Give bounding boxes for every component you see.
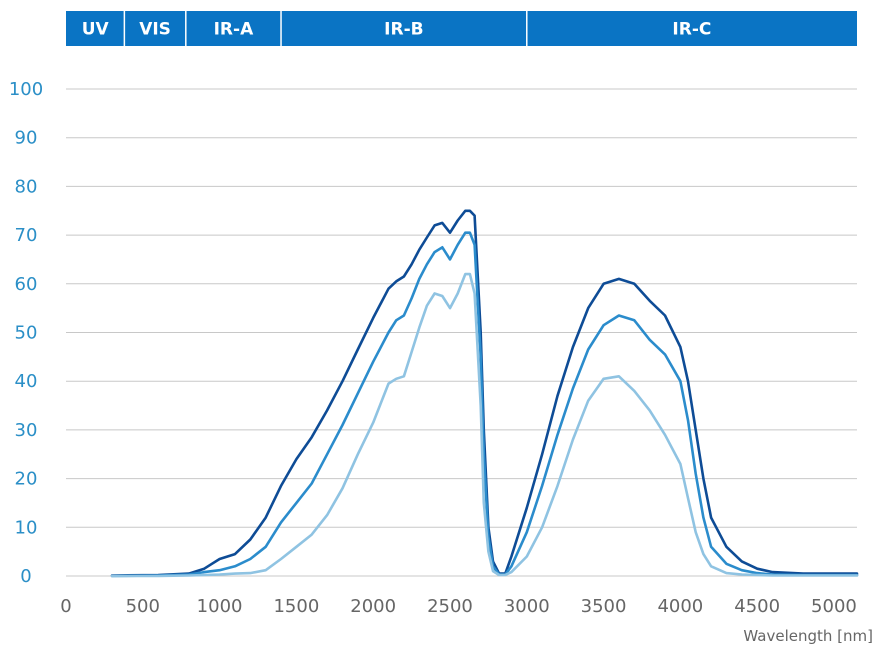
spectral-band-header: UV VIS IR-A IR-B IR-C (66, 11, 857, 46)
band-label-4: IR-C (672, 20, 711, 40)
band-4 (526, 11, 857, 46)
band-1 (124, 11, 186, 46)
x-tick-2500: 2500 (427, 596, 473, 617)
y-tick-0: 0 (20, 566, 31, 587)
x-axis-tick-labels: 0 500 1000 1500 2000 2500 3000 3500 4000 4500 5000 (60, 596, 857, 617)
band-3 (281, 11, 527, 46)
band-label-2: IR-A (214, 20, 254, 40)
y-tick-50: 50 (15, 323, 38, 344)
x-tick-1000: 1000 (197, 596, 243, 617)
y-tick-80: 80 (15, 176, 38, 197)
band-label-1: VIS (139, 20, 171, 40)
x-tick-500: 500 (126, 596, 160, 617)
y-tick-70: 70 (15, 225, 38, 246)
x-axis-label: Wavelength [nm] (743, 627, 873, 645)
y-tick-60: 60 (15, 274, 38, 295)
x-tick-5000: 5000 (811, 596, 857, 617)
series-line-0 (110, 209, 859, 577)
data-series (110, 209, 859, 578)
x-tick-4000: 4000 (657, 596, 703, 617)
series-line-2 (110, 272, 859, 578)
x-tick-0: 0 (60, 596, 71, 617)
series-line-1 (110, 231, 859, 578)
y-tick-30: 30 (15, 420, 38, 441)
y-gridlines (66, 88, 857, 577)
x-tick-4500: 4500 (734, 596, 780, 617)
x-tick-3000: 3000 (504, 596, 550, 617)
band-0 (66, 11, 125, 46)
y-tick-40: 40 (15, 371, 38, 392)
y-tick-90: 90 (15, 128, 38, 149)
y-axis-tick-labels: 0 10 20 30 40 50 60 70 80 90 100 (9, 79, 43, 587)
x-tick-2000: 2000 (350, 596, 396, 617)
x-tick-1500: 1500 (273, 596, 319, 617)
x-tick-3500: 3500 (581, 596, 627, 617)
y-tick-20: 20 (15, 469, 38, 490)
y-tick-100: 100 (9, 79, 43, 100)
y-tick-10: 10 (15, 517, 38, 538)
band-label-0: UV (82, 20, 110, 40)
band-2 (185, 11, 282, 46)
band-label-3: IR-B (384, 20, 423, 40)
